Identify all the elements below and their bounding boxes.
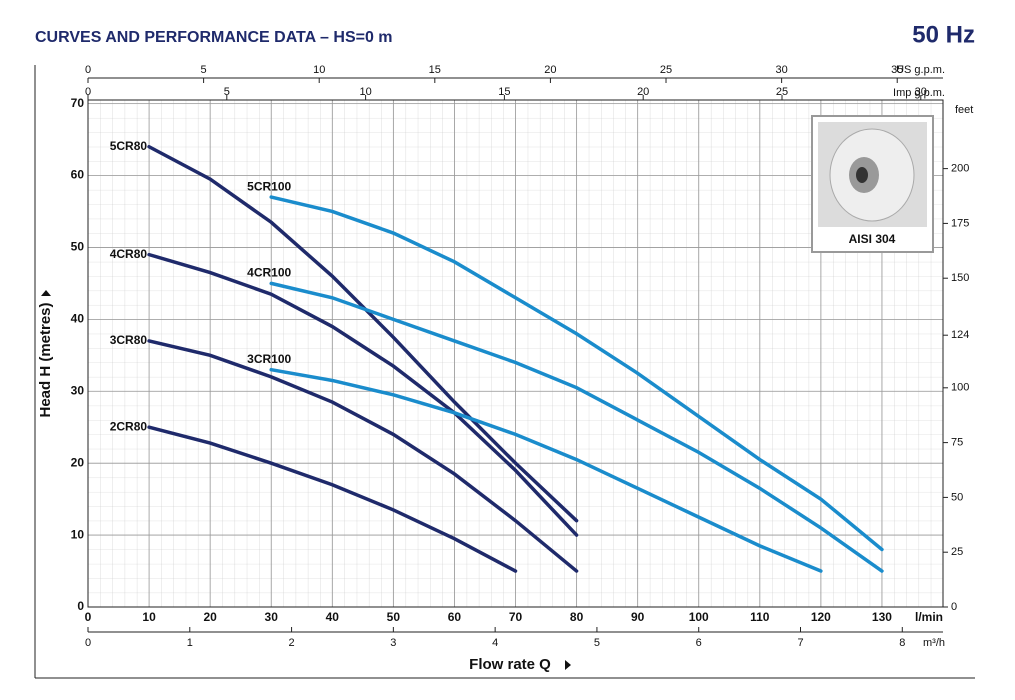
page-title: CURVES AND PERFORMANCE DATA – HS=0 m [35,29,393,46]
curve [147,425,518,573]
m3h-tick-label: 6 [696,637,702,649]
m3h-tick-label: 3 [390,637,396,649]
x-tick-label: 40 [326,610,340,624]
us-gpm-tick-label: 25 [660,64,672,76]
inset-label: AISI 304 [849,232,896,246]
y2-tick-label: 175 [951,217,969,229]
x-title: Flow rate Q [469,656,551,673]
y-tick-label: 60 [71,168,85,182]
y-title-arrow [41,290,51,296]
x-title-arrow [565,660,571,670]
x-tick-label: 20 [203,610,217,624]
y2-unit: feet [955,104,973,116]
us-gpm-unit: US g.p.m. [896,64,945,76]
y2-tick-label: 100 [951,382,969,394]
m3h-tick-label: 2 [289,637,295,649]
series-label: 2CR80 [110,419,148,433]
us-gpm-tick-label: 20 [544,64,556,76]
inset: AISI 304 [811,115,934,253]
series-label: 4CR100 [247,266,291,280]
us-gpm-tick-label: 5 [201,64,207,76]
x-tick-label: 50 [387,610,401,624]
m3h-tick-label: 8 [899,637,905,649]
m3h-tick-label: 7 [797,637,803,649]
y2-tick-label: 150 [951,272,969,284]
m3h-tick-label: 4 [492,637,498,649]
y2-tick-label: 200 [951,163,969,175]
x-tick-label: 90 [631,610,645,624]
imp-gpm-tick-label: 10 [359,86,371,98]
us-gpm-tick-label: 10 [313,64,325,76]
impeller-bore [856,167,868,183]
imp-gpm-tick-label: 5 [224,86,230,98]
us-gpm-tick-label: 30 [775,64,787,76]
series-label: 5CR100 [247,179,291,193]
y2-tick-label: 124 [951,329,969,341]
y-tick-label: 30 [71,383,85,397]
x-tick-label: 60 [448,610,462,624]
y2-tick-label: 50 [951,491,963,503]
curve [269,281,884,573]
y2-tick-label: 0 [951,601,957,613]
curve [147,339,579,573]
y-tick-label: 10 [71,527,85,541]
x-unit: l/min [915,610,943,624]
imp-gpm-unit: Imp g.p.m. [893,87,945,99]
us-gpm-tick-label: 0 [85,64,91,76]
series-label: 3CR100 [247,352,291,366]
m3h-tick-label: 5 [594,637,600,649]
imp-gpm-tick-label: 20 [637,86,649,98]
x-tick-label: 70 [509,610,523,624]
us-gpm-tick-label: 15 [429,64,441,76]
x-tick-label: 130 [872,610,892,624]
curve [269,195,884,552]
imp-gpm-tick-label: 30 [915,86,927,98]
imp-gpm-tick-label: 25 [776,86,788,98]
imp-gpm-tick-label: 15 [498,86,510,98]
m3h-tick-label: 1 [187,637,193,649]
y-tick-label: 20 [71,455,85,469]
series-label: 4CR80 [110,247,148,261]
x-tick-label: 100 [689,610,709,624]
y-tick-label: 50 [71,240,85,254]
m3h-unit: m³/h [923,637,945,649]
x-tick-label: 80 [570,610,584,624]
y-tick-label: 0 [77,599,84,613]
y2-tick-label: 25 [951,546,963,558]
y-title: Head H (metres) [37,302,54,417]
frequency: 50 Hz [912,21,975,48]
curve [147,252,579,537]
imp-gpm-tick-label: 0 [85,86,91,98]
series-label: 5CR80 [110,139,148,153]
y-tick-label: 40 [71,312,85,326]
y2-tick-label: 75 [951,437,963,449]
x-tick-label: 110 [750,610,770,624]
series-label: 3CR80 [110,333,148,347]
x-tick-label: 30 [265,610,279,624]
x-tick-label: 0 [85,610,92,624]
x-tick-label: 10 [142,610,156,624]
curve [269,367,823,573]
y-tick-label: 70 [71,96,85,110]
us-gpm-tick-label: 35 [891,64,903,76]
x-tick-label: 120 [811,610,831,624]
m3h-tick-label: 0 [85,637,91,649]
